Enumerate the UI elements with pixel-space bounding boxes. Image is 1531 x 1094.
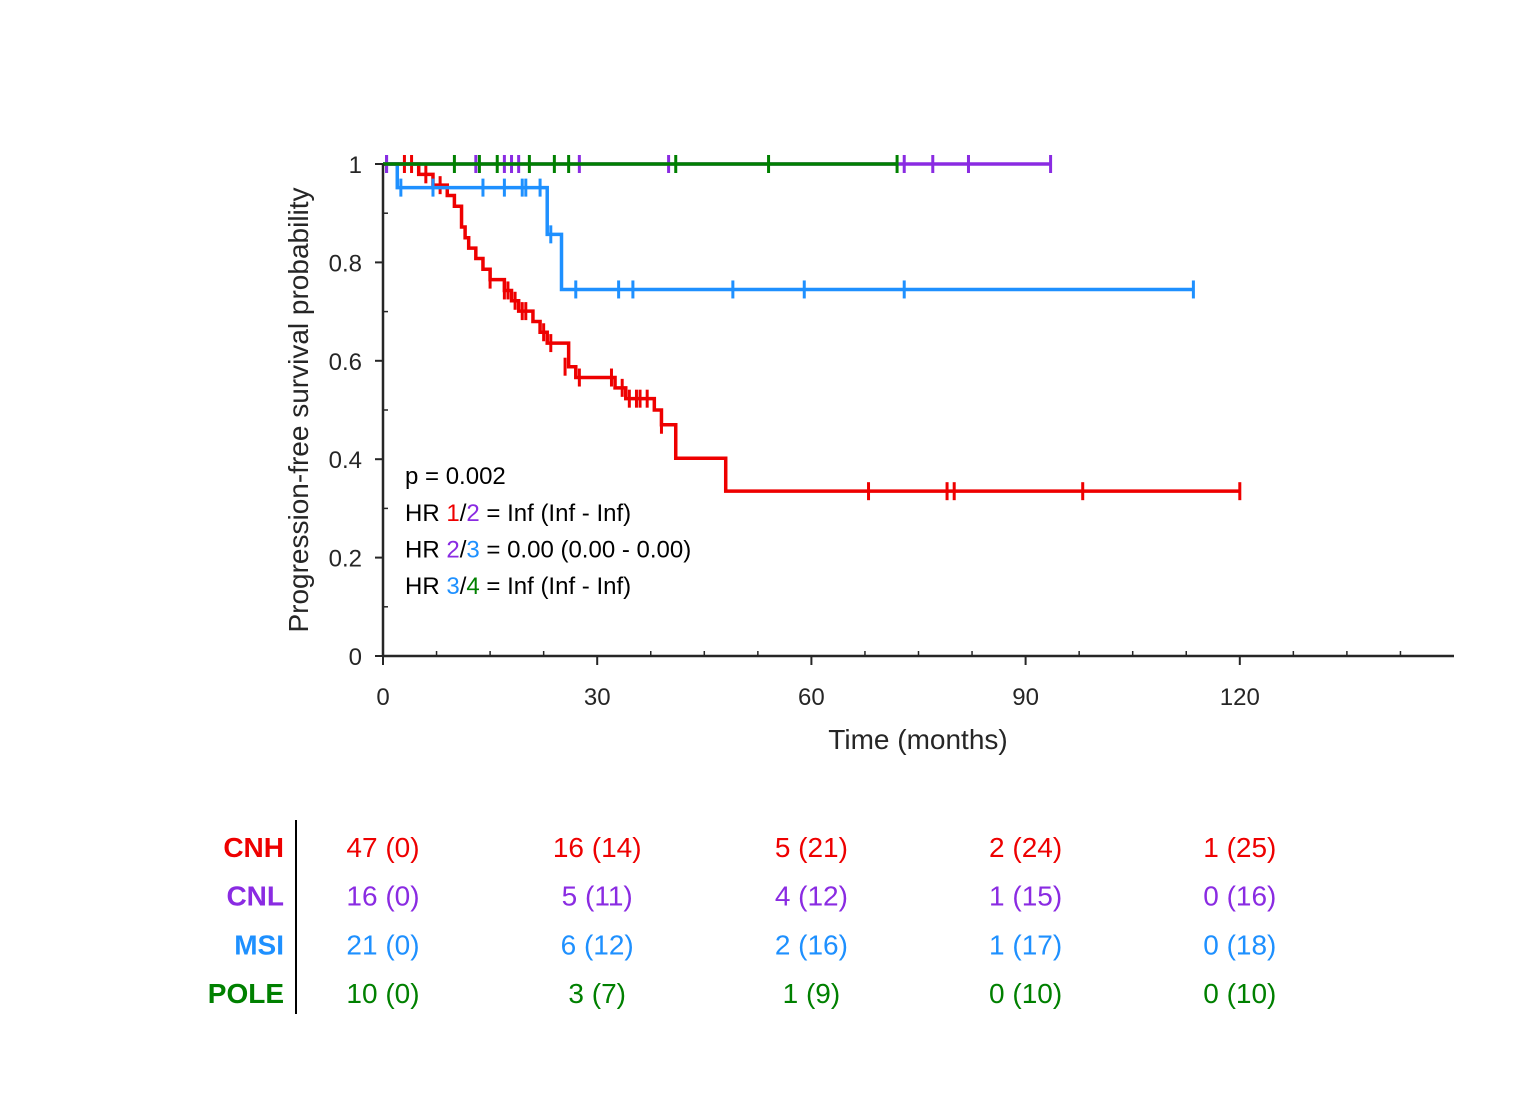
risk-cell: 5 (11)	[562, 881, 633, 912]
x-tick-label: 0	[376, 684, 389, 711]
risk-cell: 4 (12)	[775, 881, 848, 912]
y-tick-label: 0	[349, 644, 362, 671]
hazard-ratio-part: = Inf (Inf - Inf)	[480, 573, 631, 600]
survival-curve-msi	[383, 162, 1194, 292]
risk-table: CNH 47 (0) 16 (14) 5 (21) 2 (24) 1 (25) CNL 16 …	[208, 820, 1276, 1014]
y-tick-label: 1	[349, 152, 362, 179]
hazard-ratio-part: HR	[405, 537, 446, 564]
risk-cell: 16 (0)	[346, 881, 419, 912]
risk-cell: 0 (16)	[1203, 881, 1276, 912]
risk-cell: 3 (7)	[568, 978, 626, 1009]
series-cnh	[383, 155, 1242, 501]
series-msi	[383, 155, 1195, 299]
risk-cell: 2 (24)	[989, 832, 1062, 863]
axis-ticks: 0 30 60 90 120 0 0.2 0.4 0.6 0.8 1	[329, 152, 1402, 711]
p-value: p = 0.002	[405, 463, 506, 490]
series-pole	[383, 155, 899, 173]
x-tick-label: 30	[584, 684, 611, 711]
risk-row-label: POLE	[208, 978, 284, 1009]
risk-cell: 1 (9)	[783, 978, 841, 1009]
risk-cell: 16 (14)	[553, 832, 642, 863]
hazard-ratio-part: = Inf (Inf - Inf)	[480, 500, 631, 527]
axes: 0 30 60 90 120 0 0.2 0.4 0.6 0.8 1	[329, 152, 1454, 711]
risk-cell: 1 (15)	[989, 881, 1062, 912]
hazard-ratio-part: HR	[405, 573, 446, 600]
hazard-ratio-part: /	[460, 573, 467, 600]
risk-row-label: CNL	[226, 881, 284, 912]
hazard-ratio-part: /	[460, 500, 467, 527]
hazard-ratio-part: HR	[405, 500, 446, 527]
y-tick-label: 0.6	[329, 349, 362, 376]
hazard-ratio-line: HR 1/2 = Inf (Inf - Inf)	[405, 500, 631, 527]
risk-cell: 10 (0)	[346, 978, 419, 1009]
survival-curves	[383, 155, 1242, 501]
risk-cell: 47 (0)	[346, 832, 419, 863]
hazard-ratio-part: 2	[466, 500, 479, 527]
hazard-ratio-part: /	[460, 537, 467, 564]
x-tick-label: 90	[1012, 684, 1039, 711]
y-tick-label: 0.8	[329, 250, 362, 277]
hazard-ratio-part: 3	[466, 537, 479, 564]
x-tick-label: 120	[1220, 684, 1260, 711]
x-tick-label: 60	[798, 684, 825, 711]
y-tick-label: 0.2	[329, 546, 362, 573]
risk-cell: 21 (0)	[346, 929, 419, 960]
hazard-ratio-part: 2	[446, 537, 459, 564]
risk-cell: 5 (21)	[775, 832, 848, 863]
hazard-ratio-part: 4	[466, 573, 479, 600]
annotation-block: p = 0.002 HR 1/2 = Inf (Inf - Inf)HR 2/3…	[405, 463, 691, 600]
hazard-ratio-part: 3	[446, 573, 459, 600]
y-tick-label: 0.4	[329, 447, 362, 474]
risk-cell: 1 (17)	[989, 929, 1062, 960]
y-axis-label: Progression-free survival probability	[283, 187, 314, 632]
risk-cell: 0 (18)	[1203, 929, 1276, 960]
hazard-ratio-part: 1	[446, 500, 459, 527]
survival-curve-cnh	[383, 162, 1240, 493]
risk-row-label: CNH	[223, 832, 284, 863]
hazard-ratio-line: HR 3/4 = Inf (Inf - Inf)	[405, 573, 631, 600]
risk-row-label: MSI	[234, 929, 284, 960]
risk-cell: 2 (16)	[775, 929, 848, 960]
risk-cell: 6 (12)	[561, 929, 634, 960]
risk-cell: 0 (10)	[1203, 978, 1276, 1009]
hazard-ratio-line: HR 2/3 = 0.00 (0.00 - 0.00)	[405, 537, 691, 564]
risk-cell: 1 (25)	[1203, 832, 1276, 863]
x-axis-label: Time (months)	[828, 724, 1007, 755]
risk-cell: 0 (10)	[989, 978, 1062, 1009]
hazard-ratio-part: = 0.00 (0.00 - 0.00)	[480, 537, 691, 564]
